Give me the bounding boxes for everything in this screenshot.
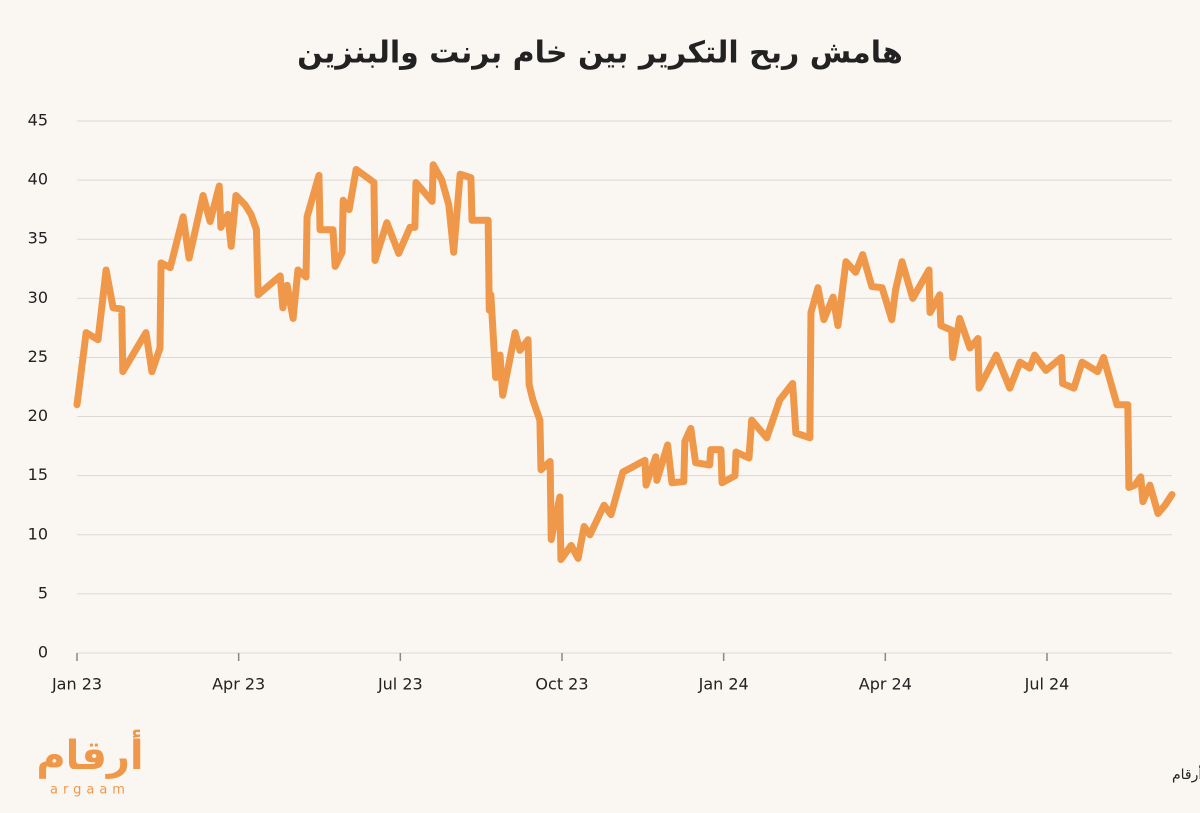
x-tick-label: Oct 23 [535, 675, 588, 694]
y-tick-label: 5 [38, 583, 48, 602]
logo: أرقام [36, 729, 143, 779]
logo-latin: argaam [50, 783, 130, 798]
x-tick-label: Jan 24 [698, 675, 749, 694]
y-tick-label: 10 [28, 524, 48, 543]
y-tick-label: 30 [28, 288, 48, 307]
x-tick-label: Jan 23 [51, 675, 102, 694]
x-tick-label: Jul 24 [1024, 675, 1070, 694]
chart-title: هامش ربح التكرير بين خام برنت والبنزين [297, 36, 903, 71]
y-tick-label: 0 [38, 643, 48, 662]
x-tick-label: Apr 24 [859, 675, 912, 694]
y-tick-label: 20 [28, 406, 48, 425]
y-tick-label: 15 [28, 465, 48, 484]
data-line [73, 161, 1176, 564]
y-tick-label: 40 [28, 170, 48, 189]
x-tick-label: Apr 23 [212, 675, 265, 694]
y-tick-label: 25 [28, 347, 48, 366]
source: المصدر : ABN AMRO الاقتصادية / أرقام [1172, 765, 1200, 783]
x-tick-label: Jul 23 [377, 675, 423, 694]
y-tick-label: 45 [28, 111, 48, 130]
y-tick-label: 35 [28, 229, 48, 248]
